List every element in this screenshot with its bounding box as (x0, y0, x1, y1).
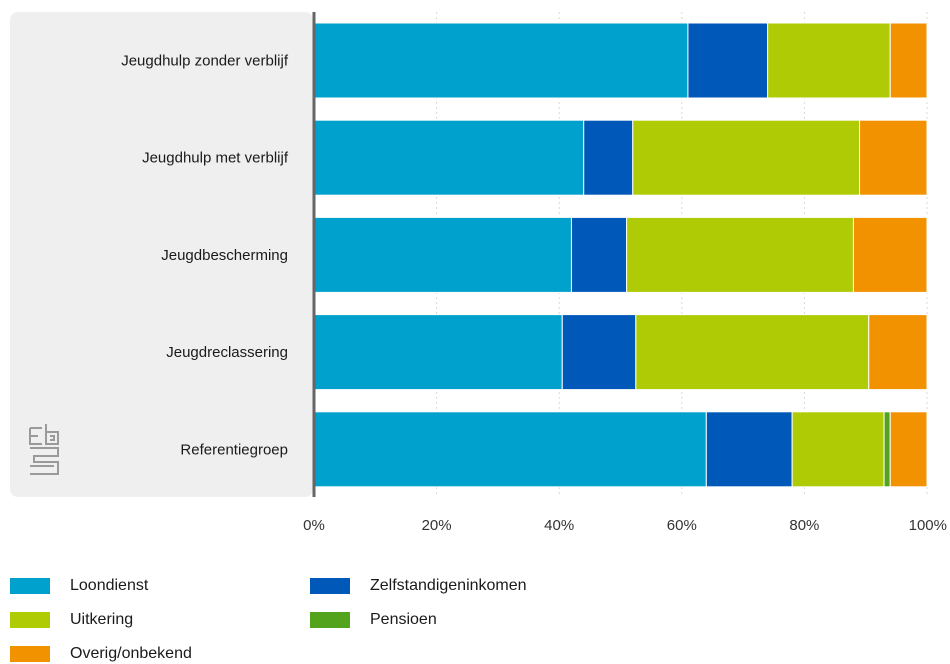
bar-segment (313, 22, 689, 99)
legend-item: Uitkering (10, 610, 133, 630)
bar-segment (767, 22, 891, 99)
bar-segment (883, 411, 891, 488)
bar-segment (687, 22, 769, 99)
legend-swatch (310, 578, 350, 594)
category-label: Jeugdhulp met verblijf (142, 150, 289, 167)
legend-item: Loondienst (10, 576, 148, 596)
legend-item: Pensioen (310, 610, 437, 630)
x-tick-label: 40% (544, 517, 574, 534)
category-label: Referentiegroep (180, 441, 288, 458)
cbs-logo (29, 424, 59, 475)
category-panel (10, 12, 313, 497)
x-tick-label: 20% (422, 517, 452, 534)
legend-swatch (10, 646, 50, 662)
legend-item: Zelfstandigeninkomen (310, 576, 527, 596)
category-label: Jeugdbescherming (161, 247, 288, 264)
bar-segment (626, 216, 854, 293)
bar-segment (859, 119, 928, 196)
legend-swatch (10, 578, 50, 594)
x-tick-label: 0% (303, 517, 325, 534)
bar-segment (868, 314, 928, 391)
category-labels: Jeugdhulp zonder verblijf Jeugdhulp met v… (121, 53, 289, 459)
category-label: Jeugdhulp zonder verblijf (121, 53, 289, 70)
bar-segment (889, 22, 928, 99)
legend-label: Overig/onbekend (70, 645, 192, 662)
legend: Loondienst Zelfstandigeninkomen Uitkering P… (10, 576, 710, 664)
bar-segment (570, 216, 628, 293)
category-label: Jeugdreclassering (166, 344, 288, 361)
x-tick-label: 100% (909, 517, 947, 534)
legend-label: Zelfstandigeninkomen (370, 577, 527, 594)
bar-segment (791, 411, 885, 488)
legend-label: Uitkering (70, 611, 134, 628)
stacked-bar-chart: Jeugdhulp zonder verblijf Jeugdhulp met v… (10, 12, 947, 534)
bar-segment (583, 119, 634, 196)
bar-segment (313, 411, 707, 488)
bar-segment (313, 216, 572, 293)
legend-label: Loondienst (70, 577, 149, 594)
legend-label: Pensioen (370, 611, 437, 628)
x-tick-labels: 0% 20% 40% 60% 80% 100% (303, 517, 947, 534)
bar-segment (632, 119, 861, 196)
bar-segment (705, 411, 793, 488)
bar-segment (852, 216, 928, 293)
bar-segment (635, 314, 870, 391)
legend-item: Overig/onbekend (10, 644, 192, 664)
bar-segment (561, 314, 637, 391)
x-tick-label: 60% (667, 517, 697, 534)
bars-group (313, 22, 928, 488)
x-tick-label: 80% (789, 517, 819, 534)
bar-segment (889, 411, 928, 488)
legend-swatch (310, 612, 350, 628)
bar-segment (313, 314, 563, 391)
bar-segment (313, 119, 585, 196)
legend-swatch (10, 612, 50, 628)
